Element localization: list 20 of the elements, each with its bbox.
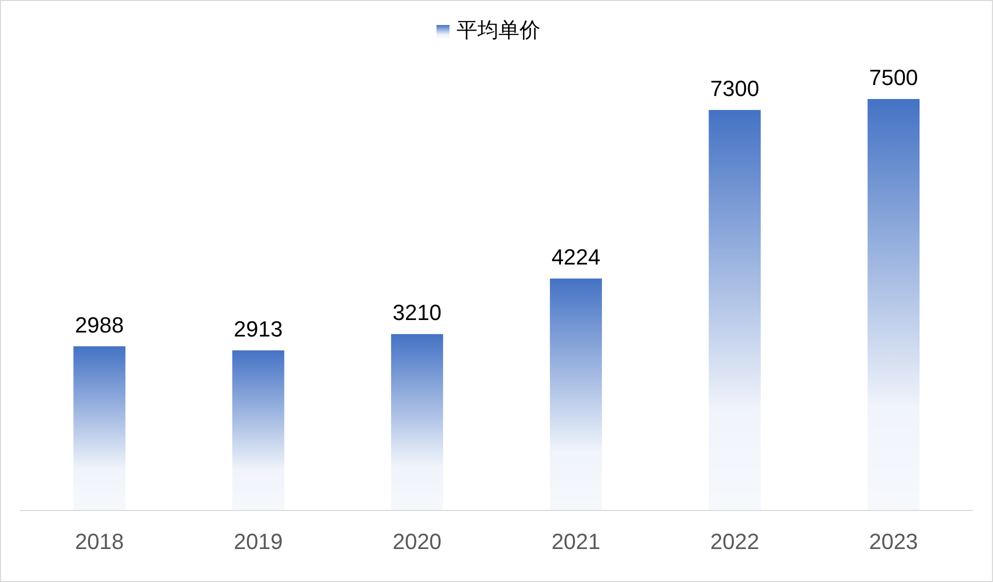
bar xyxy=(73,346,126,510)
x-tick-label: 2019 xyxy=(234,529,283,554)
data-label: 2913 xyxy=(234,316,283,342)
x-tick-label: 2021 xyxy=(551,529,600,554)
data-label: 4224 xyxy=(551,244,600,270)
bar xyxy=(232,350,284,510)
bar xyxy=(550,278,602,510)
data-label: 2988 xyxy=(74,312,124,338)
data-label: 7500 xyxy=(869,65,918,90)
bar xyxy=(708,110,761,510)
legend: 平均单价 xyxy=(436,19,540,42)
x-tick-label: 2023 xyxy=(869,529,918,554)
x-tick-label: 2020 xyxy=(392,529,442,554)
x-tick-label: 2022 xyxy=(710,529,760,554)
x-tick-label: 2018 xyxy=(74,529,124,554)
data-label: 7300 xyxy=(710,76,760,101)
bar xyxy=(391,334,444,510)
data-label: 3210 xyxy=(392,300,442,326)
bar xyxy=(868,99,920,510)
legend-label: 平均单价 xyxy=(456,19,540,42)
